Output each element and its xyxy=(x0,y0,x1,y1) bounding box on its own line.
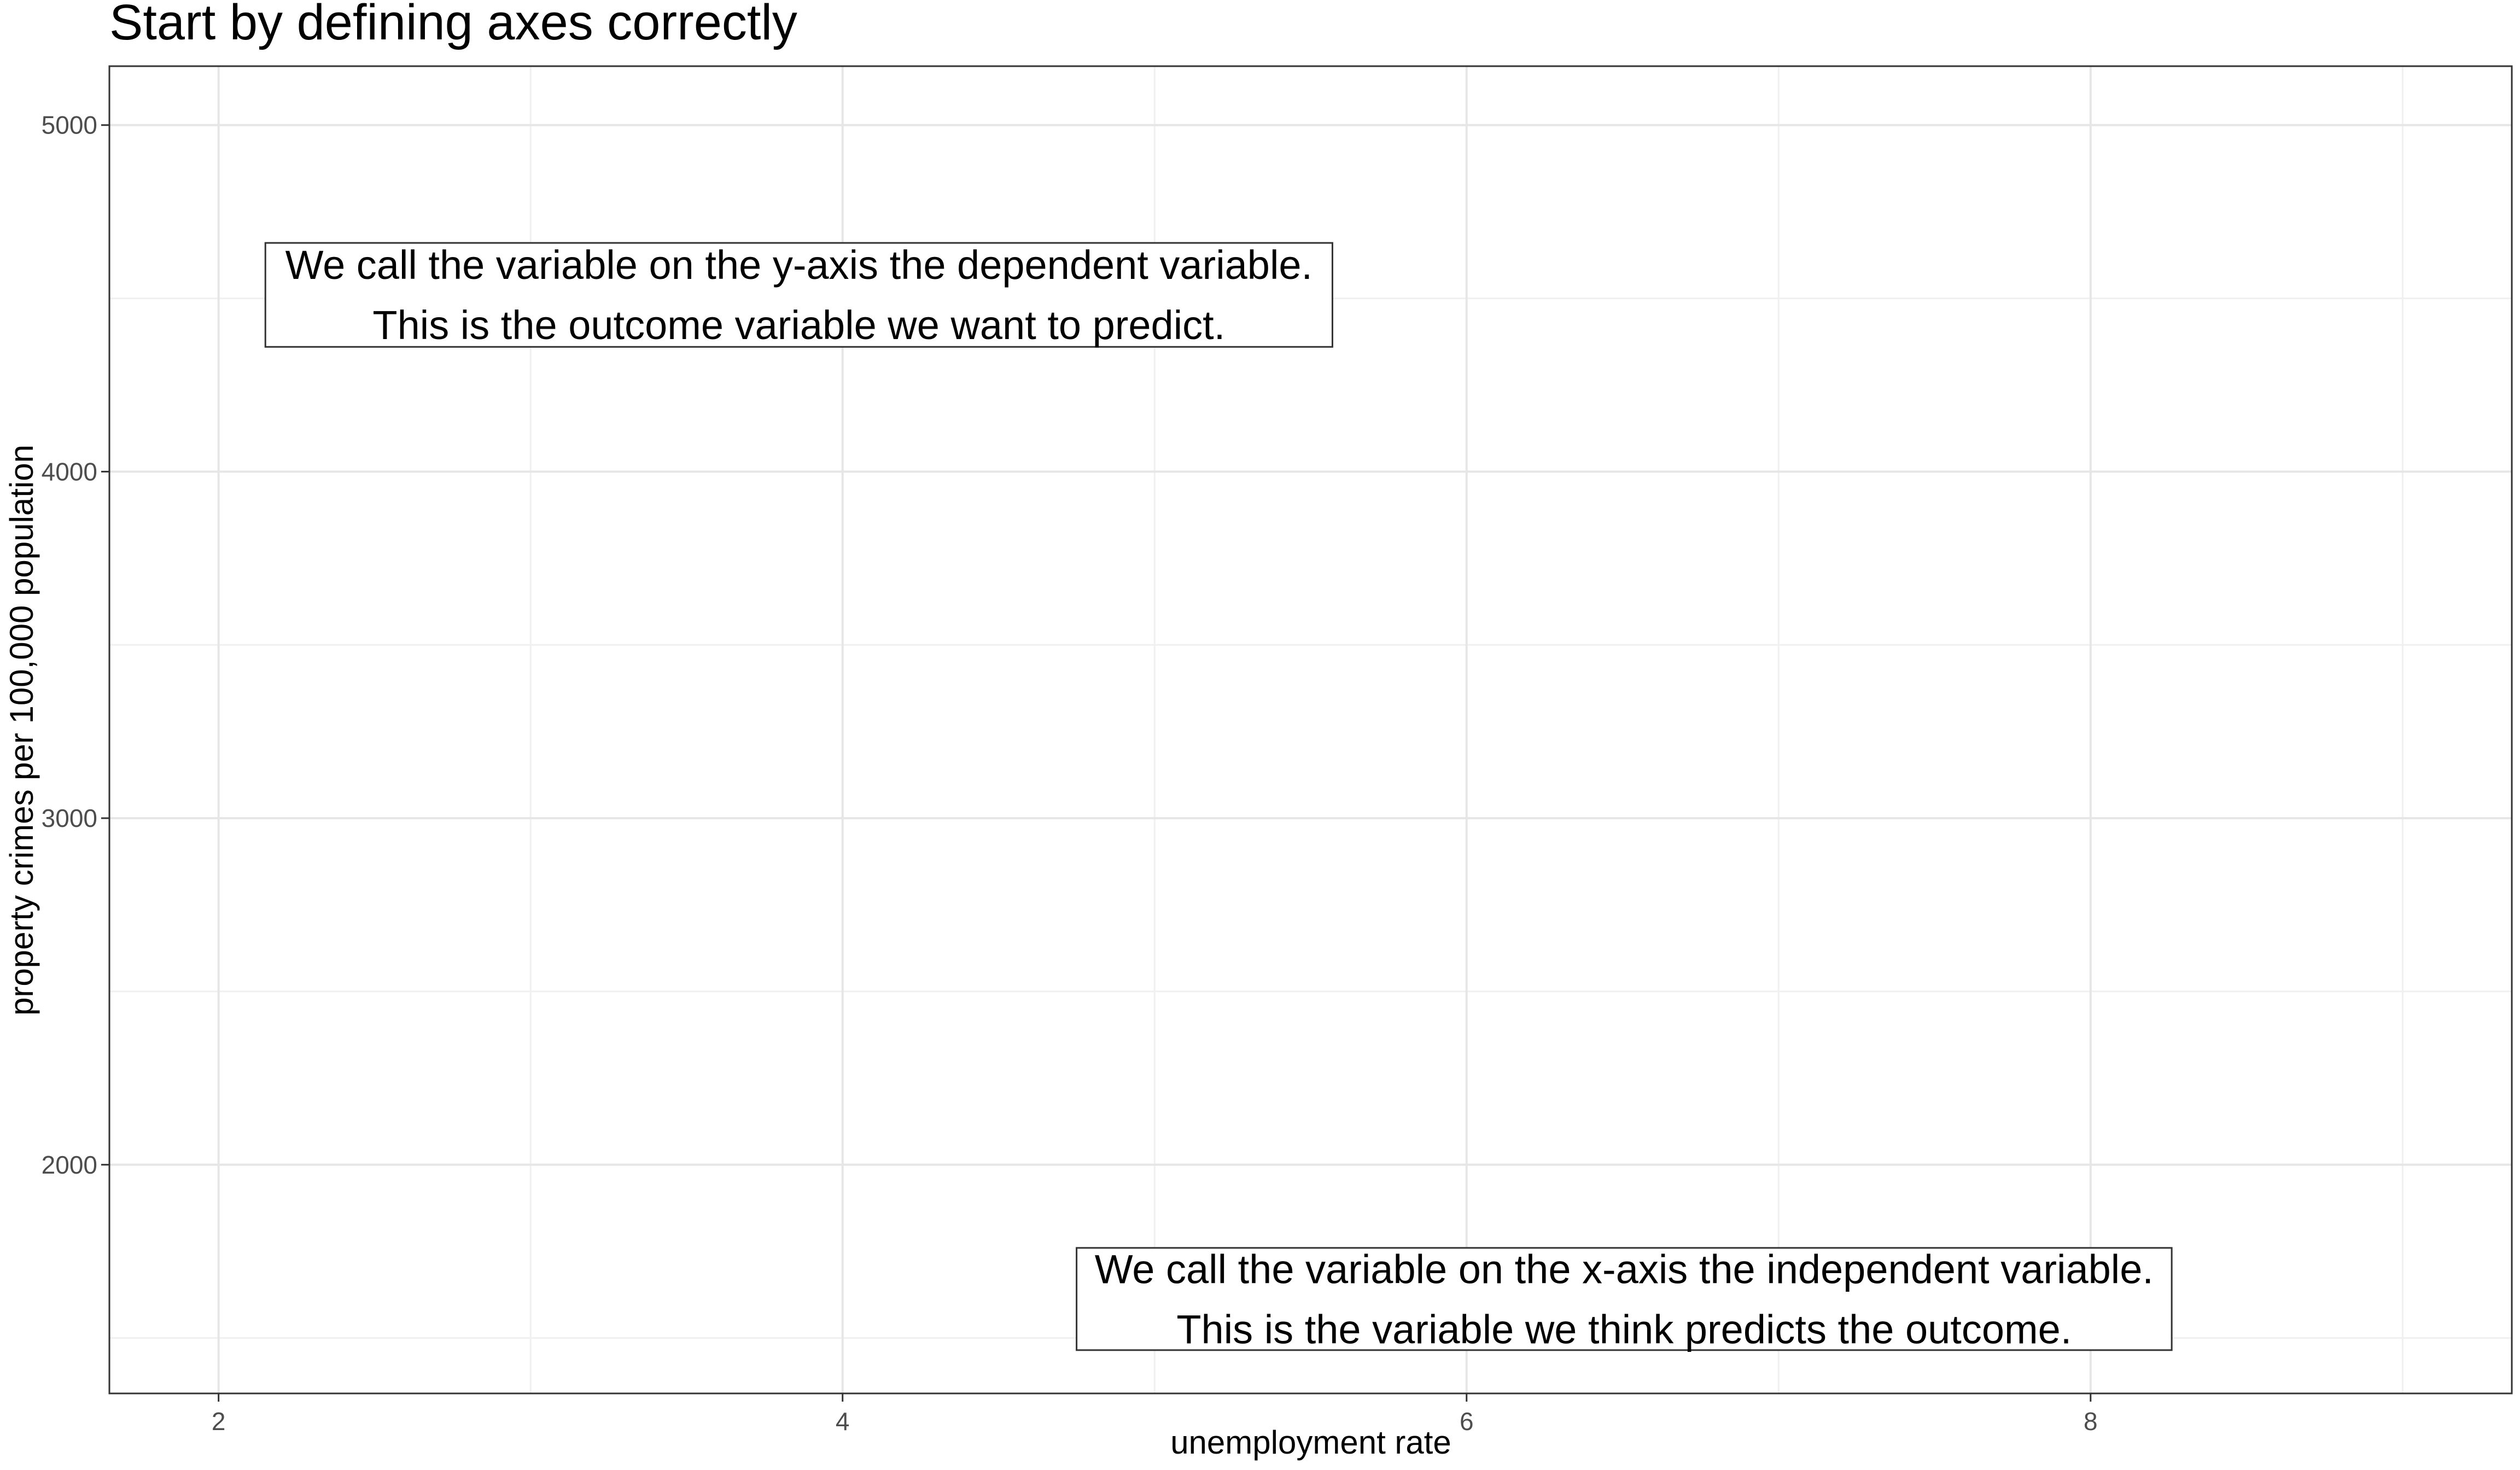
annotation-box xyxy=(264,242,1333,348)
plot-panel-border xyxy=(108,65,2513,1395)
chart-title: Start by defining axes correctly xyxy=(109,0,797,50)
x-tick-label: 8 xyxy=(2084,1407,2098,1436)
y-tick-label: 5000 xyxy=(42,111,97,139)
y-tick-label: 3000 xyxy=(42,804,97,832)
y-tick-label: 2000 xyxy=(42,1151,97,1179)
annotations: We call the variable on the y-axis the d… xyxy=(264,242,2173,1352)
y-axis-ticks: 2000 3000 4000 5000 xyxy=(42,111,109,1179)
x-axis-ticks: 2 4 6 8 xyxy=(212,1393,2098,1436)
annotation-line: This is the outcome variable we want to … xyxy=(372,302,1225,348)
x-tick-label: 4 xyxy=(836,1407,850,1436)
annotation-line: We call the variable on the x-axis the i… xyxy=(1095,1246,2154,1292)
major-gridlines xyxy=(109,66,2512,1393)
annotation-box xyxy=(1076,1247,2173,1351)
annotation-2: We call the variable on the x-axis the i… xyxy=(1076,1246,2173,1352)
x-tick-label: 2 xyxy=(212,1407,226,1436)
annotation-line: This is the variable we think predicts t… xyxy=(1176,1306,2072,1352)
annotation-1: We call the variable on the y-axis the d… xyxy=(264,242,1333,348)
x-tick-label: 6 xyxy=(1460,1407,1474,1436)
y-axis-title: property crimes per 100,000 population xyxy=(3,445,40,1016)
annotation-line: We call the variable on the y-axis the d… xyxy=(285,242,1313,288)
y-tick-label: 4000 xyxy=(42,457,97,486)
x-axis-title: unemployment rate xyxy=(1170,1424,1451,1461)
